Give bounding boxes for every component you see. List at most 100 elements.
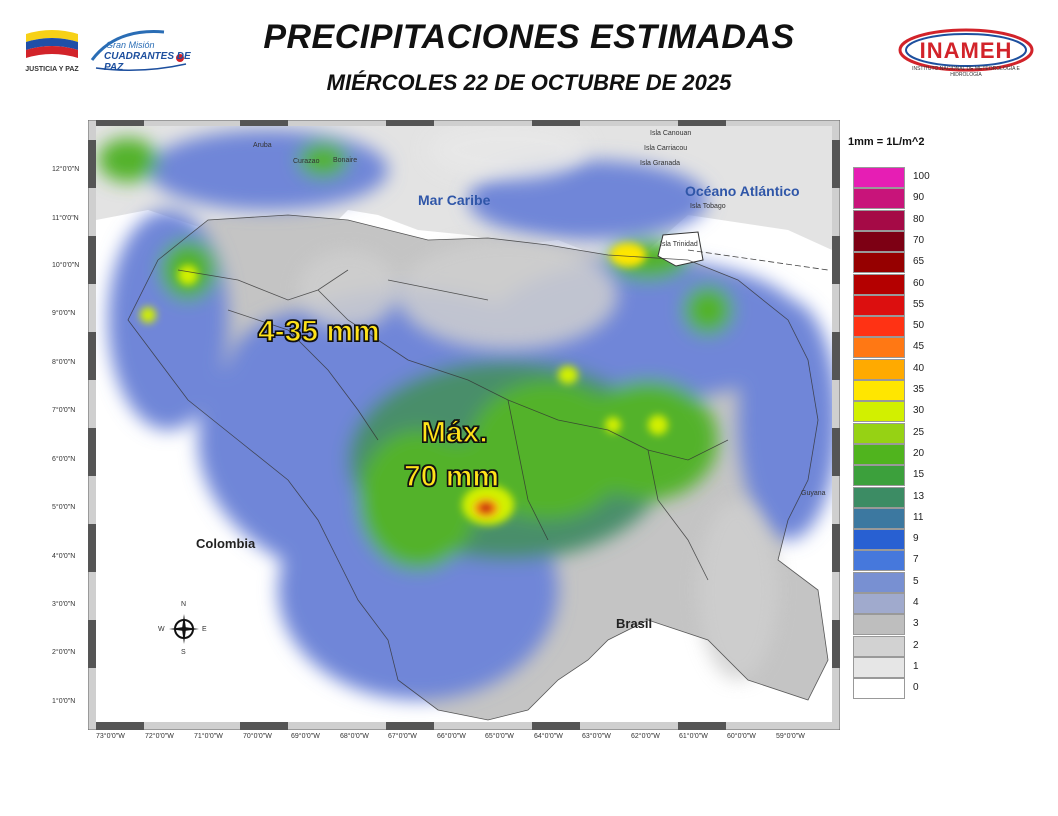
compass-w: W <box>158 626 165 633</box>
legend-unit: 1mm = 1L/m^2 <box>848 136 925 148</box>
lon-tick: 73°0'0"W <box>96 733 125 740</box>
label-mar-caribe: Mar Caribe <box>418 192 491 208</box>
label-colombia: Colombia <box>196 536 256 551</box>
lon-tick: 63°0'0"W <box>582 733 611 740</box>
legend-swatch <box>853 422 905 444</box>
page-title: PRECIPITACIONES ESTIMADAS <box>263 18 795 56</box>
legend-swatch <box>853 273 905 295</box>
lon-tick: 70°0'0"W <box>243 733 272 740</box>
lon-tick: 68°0'0"W <box>340 733 369 740</box>
lon-tick: 64°0'0"W <box>534 733 563 740</box>
legend-swatch <box>853 678 905 700</box>
legend-label: 11 <box>913 511 924 523</box>
lat-tick: 11°0'0"N <box>52 215 79 222</box>
lat-tick: 8°0'0"N <box>52 359 76 366</box>
lat-tick: 6°0'0"N <box>52 456 76 463</box>
legend-label: 5 <box>913 575 919 587</box>
legend-swatch <box>853 316 905 338</box>
legend-swatch <box>853 443 905 465</box>
compass-icon <box>169 614 199 644</box>
label-brasil: Brasil <box>616 616 653 631</box>
lon-tick: 69°0'0"W <box>291 733 320 740</box>
legend-swatch <box>853 529 905 551</box>
legend-swatch <box>853 614 905 636</box>
compass-rose: N S E W <box>158 601 207 656</box>
legend-label: 90 <box>913 192 925 204</box>
legend-label: 13 <box>913 490 925 502</box>
lat-tick: 5°0'0"N <box>52 504 76 511</box>
legend-label: 45 <box>913 341 925 353</box>
lon-tick: 71°0'0"W <box>194 733 223 740</box>
page-subtitle: MIÉRCOLES 22 DE OCTUBRE DE 2025 <box>326 70 732 95</box>
legend-label: 100 <box>913 171 930 182</box>
legend-swatch <box>853 337 905 359</box>
legend-label: 20 <box>913 447 925 459</box>
legend-label: 15 <box>913 469 925 481</box>
legend-swatch <box>853 188 905 210</box>
lat-tick: 7°0'0"N <box>52 407 76 414</box>
legend-label: 80 <box>913 213 925 225</box>
lon-tick: 72°0'0"W <box>145 733 174 740</box>
lat-tick: 12°0'0"N <box>52 166 80 173</box>
lon-tick: 67°0'0"W <box>388 733 417 740</box>
lon-tick: 62°0'0"W <box>631 733 660 740</box>
mision-line1: Gran Misión <box>106 40 155 50</box>
trinidad-island <box>657 231 704 267</box>
justicia-paz-caption: JUSTICIA Y PAZ <box>25 66 79 73</box>
mision-line2: CUADRANTES DE PAZ <box>104 51 191 73</box>
lon-tick: 60°0'0"W <box>727 733 756 740</box>
label-trinidad: Isla Trinidad <box>660 241 698 248</box>
legend-swatch <box>853 486 905 508</box>
legend-swatch <box>853 401 905 423</box>
legend-label: 65 <box>913 256 925 268</box>
legend-swatch <box>853 358 905 380</box>
legend-label: 60 <box>913 277 925 289</box>
lon-tick: 59°0'0"W <box>776 733 805 740</box>
legend-swatch <box>853 656 905 678</box>
lat-tick: 10°0'0"N <box>52 262 80 269</box>
legend-label: 1 <box>913 660 919 672</box>
lat-tick: 1°0'0"N <box>52 698 76 705</box>
legend-label: 50 <box>913 320 925 332</box>
label-carriacou: Isla Carriacou <box>644 145 688 152</box>
legend-label: 2 <box>913 639 919 651</box>
lon-tick: 66°0'0"W <box>437 733 466 740</box>
inameh-name: INAMEH <box>919 38 1013 63</box>
legend-label: 9 <box>913 533 919 545</box>
lon-tick: 61°0'0"W <box>679 733 708 740</box>
legend-swatch <box>853 550 905 572</box>
label-canouan: Isla Canouan <box>650 130 692 137</box>
legend-swatch <box>853 571 905 593</box>
annotation-max-label: Máx. <box>420 415 488 449</box>
mision-swoosh-icon <box>90 30 187 71</box>
legend-swatch <box>853 167 905 188</box>
legend-swatch <box>853 209 905 231</box>
legend-swatch <box>853 635 905 657</box>
label-guyana: Guyana <box>801 490 826 497</box>
annotation-range: 4-35 mm <box>257 314 380 348</box>
lon-tick: 65°0'0"W <box>485 733 514 740</box>
cuadrantes-de-paz-logo: Gran Misión CUADRANTES DE PAZ <box>86 24 196 74</box>
label-granada: Isla Granada <box>640 160 681 167</box>
compass-s: S <box>181 649 186 656</box>
compass-e: E <box>202 626 207 633</box>
legend-label: 30 <box>913 405 925 417</box>
justicia-paz-logo: JUSTICIA Y PAZ <box>22 28 82 78</box>
label-aruba: Aruba <box>253 142 272 149</box>
annotation-max-value: 70 mm <box>403 459 500 493</box>
legend-swatch <box>853 507 905 529</box>
legend-label: 55 <box>913 298 925 310</box>
inameh-logo: INAMEH INSTITUTO NACIONAL DE METEOROLOGÍ… <box>896 26 1036 78</box>
label-oceano-atlantico: Océano Atlántico <box>685 183 800 199</box>
legend-label: 4 <box>913 597 919 608</box>
lat-tick: 2°0'0"N <box>52 649 76 656</box>
label-curazao: Curazao <box>293 158 320 165</box>
label-bonaire: Bonaire <box>333 157 358 164</box>
map-canvas <box>87 119 841 731</box>
legend-swatch <box>853 230 905 252</box>
legend-label: 0 <box>913 682 919 694</box>
legend-swatch <box>853 465 905 487</box>
venezuela-flag-icon <box>26 30 78 58</box>
legend-swatch <box>853 252 905 274</box>
legend-label: 35 <box>913 384 925 395</box>
